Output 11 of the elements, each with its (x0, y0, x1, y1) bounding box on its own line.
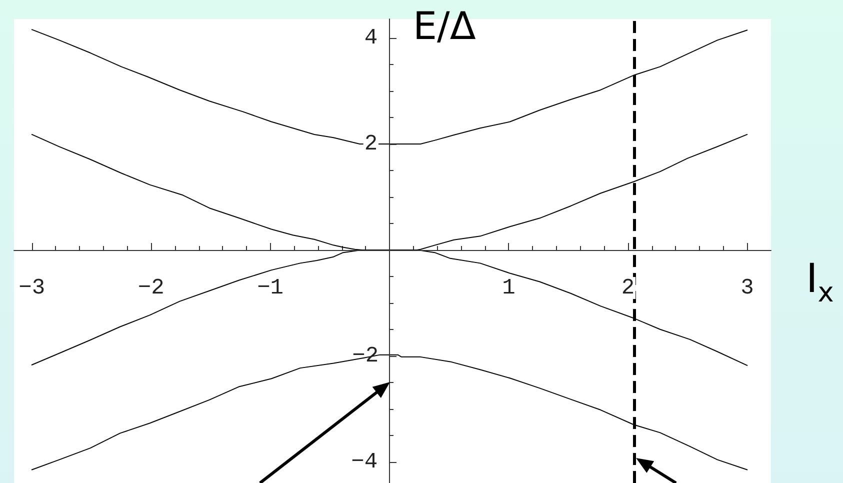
y-tick-label: 4 (364, 26, 378, 51)
x-tick-label: −1 (257, 275, 284, 300)
x-tick-label: 3 (740, 275, 754, 300)
x-tick-label: 2 (621, 275, 635, 300)
x-tick-label: 1 (502, 275, 516, 300)
x-tick-label: −3 (18, 275, 46, 300)
x-axis-title: I$_{x}$ (806, 256, 834, 309)
x-tick-label: −2 (138, 275, 164, 300)
y-axis-title: E/Δ (413, 4, 476, 48)
y-tick-label: −4 (351, 449, 378, 474)
y-tick-label: 2 (364, 132, 378, 157)
